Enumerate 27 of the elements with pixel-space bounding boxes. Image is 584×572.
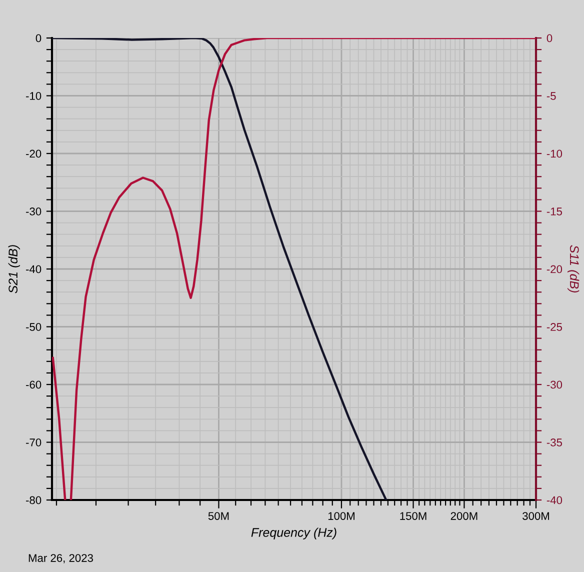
y-axis-title: S21 (dB) — [8, 245, 20, 294]
x-tick-label: 100M — [328, 512, 354, 520]
x-axis-title: Frequency (Hz) — [251, 528, 336, 540]
text: Mar 26, 2023 — [28, 554, 93, 564]
y-tick-label: -70 — [26, 438, 42, 446]
y2-axis-title: S11 (dB) — [567, 245, 580, 292]
x-tick-label: 200M — [450, 512, 478, 520]
x-tick-label: 50M — [208, 512, 229, 520]
y2-tick-label: 0 — [546, 34, 552, 42]
y-tick-label: -40 — [26, 265, 42, 274]
y-tick-label: -10 — [26, 92, 42, 100]
y2-tick-label: -35 — [546, 438, 562, 446]
y2-tick-label: -15 — [546, 208, 562, 216]
y2-tick-label: -5 — [546, 92, 556, 100]
x-tick-label: 300M — [522, 512, 549, 520]
y-tick-label: -50 — [26, 323, 42, 331]
y2-tick-label: -25 — [546, 323, 562, 331]
y-tick-label: -80 — [26, 496, 42, 504]
y-tick-label: -20 — [26, 150, 42, 158]
y2-tick-label: -40 — [546, 496, 562, 504]
y-tick-label: -60 — [26, 380, 42, 389]
y2-tick-label: -30 — [546, 380, 562, 389]
y2-tick-label: -20 — [546, 265, 562, 274]
y-tick-label: 0 — [36, 34, 42, 42]
y2-tick-label: -10 — [546, 150, 562, 158]
y-tick-label: -30 — [26, 208, 42, 216]
x-tick-label: 150M — [400, 512, 426, 520]
